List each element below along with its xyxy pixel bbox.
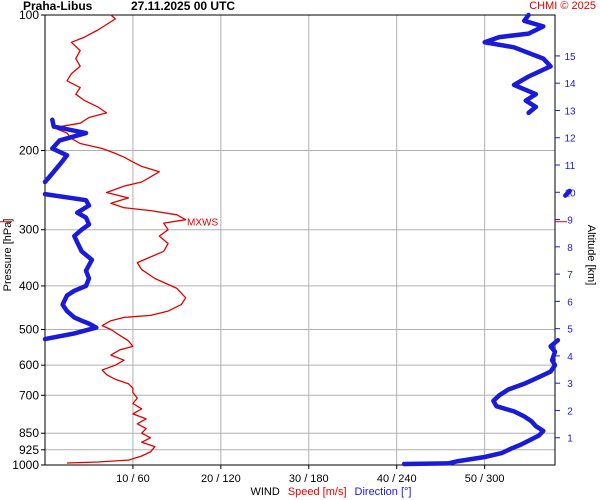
pressure-tick-label: 200 [19,143,39,157]
wind-tick-label: 20 / 120 [201,473,241,485]
mxws-label: MXWS [187,218,218,229]
altitude-tick-label: 9 [567,216,573,227]
pressure-tick-label: 925 [19,443,39,457]
pressure-tick-label: 400 [19,279,39,293]
altitude-tick-label: 6 [567,297,573,308]
copyright-credit: CHMI © 2025 [529,0,596,12]
altitude-tick-label: 10 [564,188,576,199]
wind-tick-label: 50 / 300 [465,473,505,485]
direction-series [42,12,572,467]
grid-lines [45,14,555,466]
altitude-tick-label: 2 [567,406,573,417]
pressure-tick-label: 600 [19,358,39,372]
direction-line [42,117,89,185]
altitude-tick-label: 5 [567,325,573,336]
altitude-axis-label: Altitude [km] [585,225,597,286]
altitude-tick-label: 3 [567,379,573,390]
altitude-tick-label: 11 [565,161,576,172]
pressure-tick-label: 300 [19,223,39,237]
wind-tick-label: 10 / 60 [116,473,150,485]
pressure-tick-label: 850 [19,426,39,440]
altitude-tick-label: 4 [567,352,573,363]
wind-axis-label-part: Direction [°] [355,486,412,498]
pressure-axis-label: Pressure [hPa] [2,219,14,292]
wind-axis-label: WIND Speed [m/s] Direction [°] [250,486,411,498]
altitude-tick-label: 8 [567,243,573,254]
plot-border [44,14,556,466]
direction-line [563,188,572,198]
pressure-tick-label: 1000 [12,458,39,472]
mxws-annotation: MXWS [0,218,567,229]
altitude-tick-label: 7 [567,270,573,281]
pressure-tick-label: 700 [19,388,39,402]
altitude-tick-label: 1 [567,434,573,445]
direction-line [42,191,99,342]
altitude-tick-label: 13 [564,106,576,117]
wind-axis-label-part: Speed [m/s] [288,486,347,498]
altitude-tick-label: 14 [564,79,576,90]
wind-tick-label: 30 / 180 [289,473,329,485]
direction-line [482,12,553,116]
pressure-tick-label: 100 [19,8,39,22]
station-name: Praha-Libus [23,0,93,13]
wind-tick-label: 40 / 240 [377,473,417,485]
wind-axis: 10 / 60 20 / 120 30 / 180 40 / 240 50 / 300 [116,465,505,485]
direction-line [401,337,561,467]
altitude-tick-label: 15 [564,52,576,63]
wind-axis-label-part: WIND [250,486,279,498]
sounding-datetime: 27.11.2025 00 UTC [131,0,236,13]
speed-series [53,14,187,464]
plot-frame [44,14,556,466]
speed-line [53,14,187,464]
pressure-tick-label: 500 [19,323,39,337]
altitude-tick-label: 12 [564,134,576,145]
